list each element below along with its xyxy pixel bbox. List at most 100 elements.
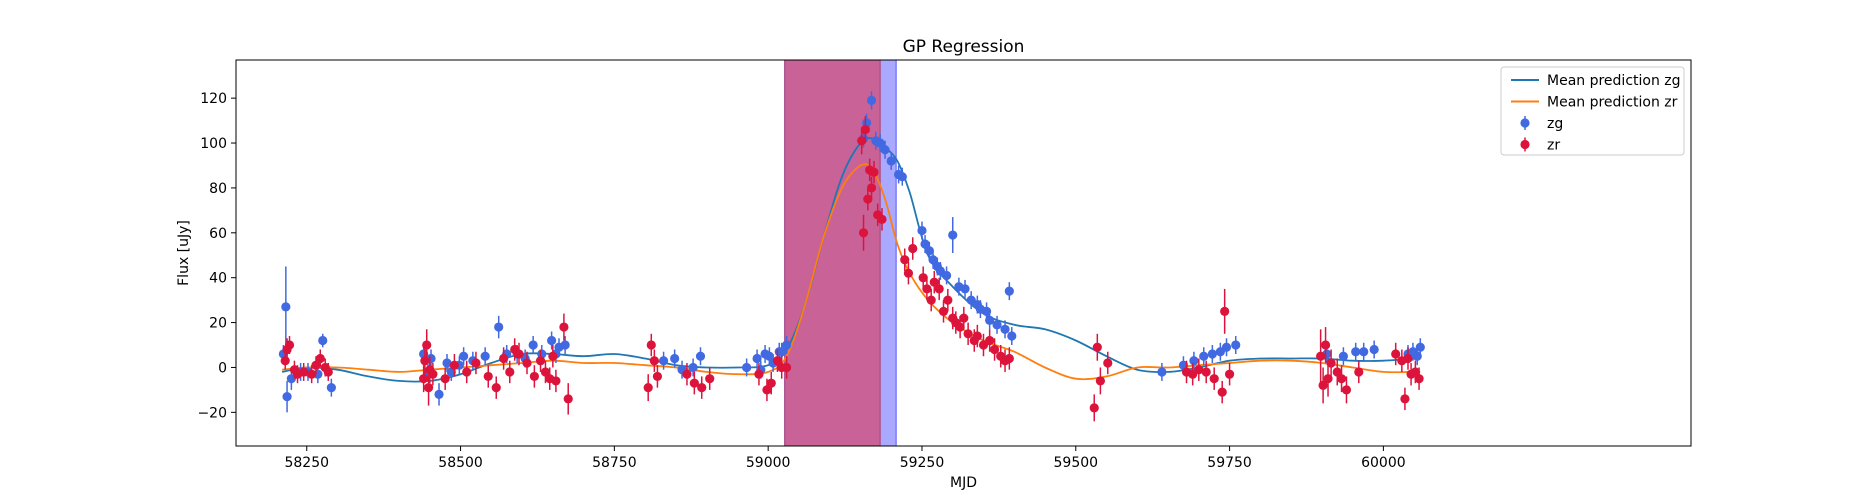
- data-point: [652, 371, 663, 382]
- data-point: [559, 322, 569, 332]
- data-point: [985, 335, 995, 346]
- legend-marker: [1520, 139, 1530, 150]
- data-point: [505, 367, 515, 377]
- data-point: [540, 367, 551, 377]
- data-point: [920, 239, 930, 249]
- data-point: [1410, 367, 1420, 377]
- y-tick-label: 80: [209, 181, 227, 197]
- data-point: [670, 353, 680, 364]
- y-tick-label: −20: [197, 405, 227, 421]
- plot-frame: [235, 59, 1692, 447]
- data-point: [689, 378, 699, 388]
- data-point: [922, 284, 932, 294]
- data-point: [1341, 385, 1352, 395]
- data-point: [1000, 324, 1010, 334]
- data-point: [1412, 351, 1422, 361]
- data-point: [752, 353, 762, 364]
- data-point: [777, 347, 787, 357]
- data-point: [1414, 374, 1424, 384]
- legend-label: Mean prediction zg: [1547, 73, 1681, 89]
- data-point: [985, 315, 995, 325]
- data-point: [1095, 376, 1105, 386]
- data-point: [934, 284, 944, 294]
- data-point: [1391, 349, 1401, 359]
- data-point: [1326, 358, 1336, 368]
- data-point: [688, 362, 698, 373]
- data-point: [529, 371, 539, 382]
- data-point: [1201, 367, 1211, 377]
- data-point: [419, 374, 429, 384]
- data-point: [1323, 374, 1333, 384]
- data-point: [880, 145, 890, 155]
- data-point: [494, 322, 504, 332]
- x-tick-label: 58250: [284, 455, 329, 471]
- data-point: [442, 358, 452, 368]
- data-point: [682, 369, 692, 379]
- data-point: [1316, 351, 1326, 361]
- data-point: [535, 356, 546, 366]
- data-point: [764, 351, 774, 361]
- data-point: [955, 322, 965, 332]
- data-point: [547, 335, 557, 346]
- data-point: [877, 214, 887, 224]
- y-axis-label: Flux [uJy]: [176, 220, 192, 286]
- data-point: [938, 306, 949, 316]
- data-point: [491, 383, 501, 393]
- data-point: [658, 356, 669, 366]
- chart-title: GP Regression: [903, 37, 1025, 57]
- data-point: [766, 378, 776, 388]
- data-point: [299, 367, 309, 377]
- x-tick-label: 58750: [592, 455, 637, 471]
- data-point: [924, 246, 934, 256]
- data-point: [459, 351, 469, 361]
- data-point: [514, 349, 524, 359]
- plot-content: [278, 91, 1425, 422]
- data-point: [941, 270, 952, 281]
- data-point: [992, 320, 1002, 330]
- x-tick-label: 59500: [1054, 455, 1099, 471]
- y-tick-label: 120: [200, 91, 227, 107]
- data-point: [858, 228, 869, 238]
- data-point: [742, 362, 752, 373]
- data-point: [326, 383, 336, 393]
- data-point: [423, 383, 434, 393]
- x-tick-label: 58500: [438, 455, 483, 471]
- data-point: [1092, 342, 1102, 352]
- data-point: [1209, 374, 1219, 384]
- data-point: [323, 367, 333, 377]
- data-point: [1336, 374, 1347, 384]
- data-point: [1351, 347, 1361, 357]
- data-point: [428, 369, 438, 379]
- data-point: [563, 394, 573, 404]
- data-point: [420, 356, 430, 366]
- data-point: [449, 360, 460, 370]
- y-tick-label: 20: [209, 316, 227, 332]
- data-point: [315, 353, 325, 364]
- data-point: [434, 389, 444, 399]
- data-point: [560, 340, 570, 350]
- data-point: [886, 156, 896, 166]
- data-point: [981, 306, 992, 316]
- data-point: [318, 335, 328, 346]
- data-point: [284, 340, 295, 350]
- data-point: [1224, 369, 1235, 379]
- data-point: [697, 383, 707, 393]
- data-point: [869, 167, 879, 177]
- data-point: [480, 351, 490, 361]
- data-point: [1194, 365, 1204, 375]
- data-point: [900, 255, 910, 265]
- data-point: [311, 360, 321, 370]
- data-point: [959, 313, 969, 323]
- data-point: [471, 358, 481, 368]
- series-zg: [278, 91, 1425, 413]
- data-point: [1332, 367, 1342, 377]
- plot-area: 58250 58500 58750 59000 59250 59500 59750 60000…: [197, 59, 1692, 471]
- data-point: [282, 392, 292, 402]
- data-point: [928, 255, 938, 265]
- y-tick-label: 100: [200, 136, 227, 152]
- data-point: [705, 374, 715, 384]
- data-point: [926, 295, 936, 305]
- y-tick-label: 60: [209, 226, 227, 242]
- x-tick-label: 60000: [1361, 455, 1406, 471]
